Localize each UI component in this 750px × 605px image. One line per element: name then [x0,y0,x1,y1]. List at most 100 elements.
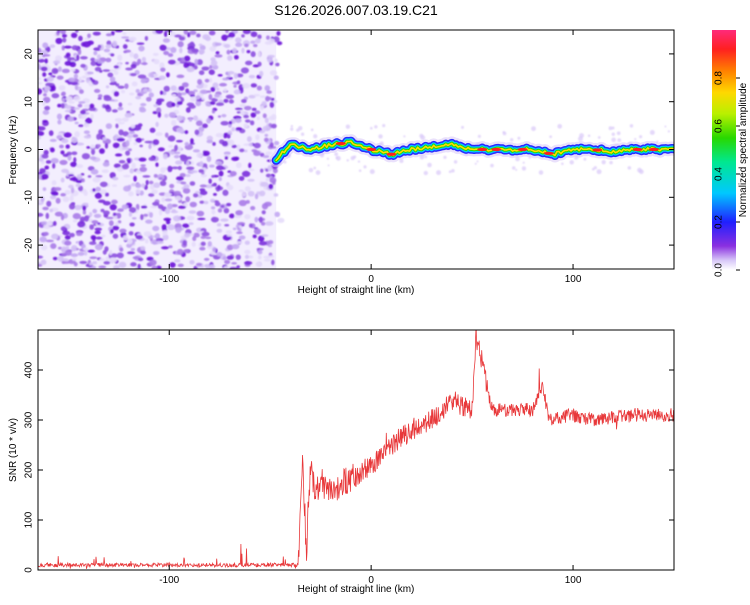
noise-speckle [177,41,184,48]
noise-speckle [155,30,161,33]
noise-speckle [155,238,164,242]
noise-speckle [63,45,72,49]
top-y-tick-label: -20 [24,237,35,252]
noise-speckle [74,131,80,138]
noise-speckle [155,132,163,137]
noise-speckle [264,133,269,137]
noise-speckle [140,250,146,255]
noise-speckle [177,263,184,268]
noise-speckle [97,61,105,64]
noise-speckle [113,215,118,220]
noise-speckle [260,181,269,187]
faint-speckle [569,160,574,165]
noise-speckle [241,98,247,104]
noise-speckle [254,38,261,44]
noise-speckle [105,33,113,37]
noise-speckle [42,72,47,77]
noise-speckle [183,184,190,189]
faint-speckle [326,157,330,160]
noise-speckle [265,177,270,182]
noise-speckle [149,259,157,266]
noise-speckle [195,262,203,267]
noise-speckle [69,195,74,202]
signal-peak [648,147,659,152]
noise-speckle [233,72,238,79]
noise-speckle [228,32,236,38]
faint-speckle [403,135,406,138]
noise-speckle [138,45,145,52]
noise-speckle [70,253,79,258]
noise-speckle [71,136,78,144]
noise-speckle [267,240,274,245]
noise-speckle [91,220,99,224]
noise-speckle [178,85,185,91]
noise-speckle [45,212,50,220]
noise-speckle [186,66,195,73]
noise-speckle [232,47,238,54]
faint-speckle [370,126,373,130]
noise-speckle [148,72,156,78]
noise-speckle [212,246,217,252]
noise-speckle [117,121,125,125]
noise-speckle [272,168,278,174]
noise-speckle [161,224,167,231]
noise-speckle [212,82,219,89]
noise-speckle [90,57,96,62]
noise-speckle [42,187,47,192]
noise-speckle [259,130,266,134]
noise-speckle [55,55,62,62]
noise-speckle [112,212,117,217]
noise-speckle [174,160,183,165]
top-y-axis-label: Frequency (Hz) [8,116,19,185]
noise-speckle [209,46,217,52]
noise-speckle [184,232,191,238]
noise-speckle [267,165,273,172]
noise-speckle [90,113,94,120]
noise-speckle [159,180,167,186]
noise-speckle [49,138,57,142]
noise-speckle [206,155,212,163]
noise-speckle [94,243,103,251]
noise-speckle [190,170,198,174]
noise-speckle [143,231,152,237]
noise-speckle [101,169,109,174]
faint-speckle [350,155,355,161]
noise-speckle [38,125,41,129]
noise-speckle [88,262,94,266]
noise-speckle [189,259,195,265]
noise-speckle [65,249,72,256]
noise-speckle [76,54,80,61]
noise-speckle [49,44,56,49]
noise-speckle [78,101,86,104]
faint-speckle [538,170,544,175]
noise-speckle [250,31,258,38]
noise-speckle [225,94,235,99]
noise-speckle [60,150,65,155]
noise-speckle [259,95,266,98]
noise-speckle [245,199,250,204]
faint-speckle [616,131,621,136]
noise-speckle [95,175,103,178]
noise-speckle [265,85,271,91]
noise-speckle [223,207,230,214]
noise-speckle [163,217,172,222]
noise-speckle [258,241,268,246]
noise-speckle [131,162,136,169]
noise-speckle [161,246,169,250]
noise-speckle [38,77,41,81]
noise-speckle [226,244,234,251]
noise-speckle [40,244,48,251]
noise-speckle [167,59,176,65]
noise-speckle [49,147,55,153]
noise-speckle [38,157,44,162]
noise-speckle [254,216,259,223]
noise-speckle [87,33,91,39]
faint-speckle [502,131,507,136]
noise-speckle [70,161,77,167]
noise-speckle [195,120,203,127]
noise-speckle [44,58,48,64]
faint-speckle [436,170,442,176]
noise-speckle [252,234,257,239]
